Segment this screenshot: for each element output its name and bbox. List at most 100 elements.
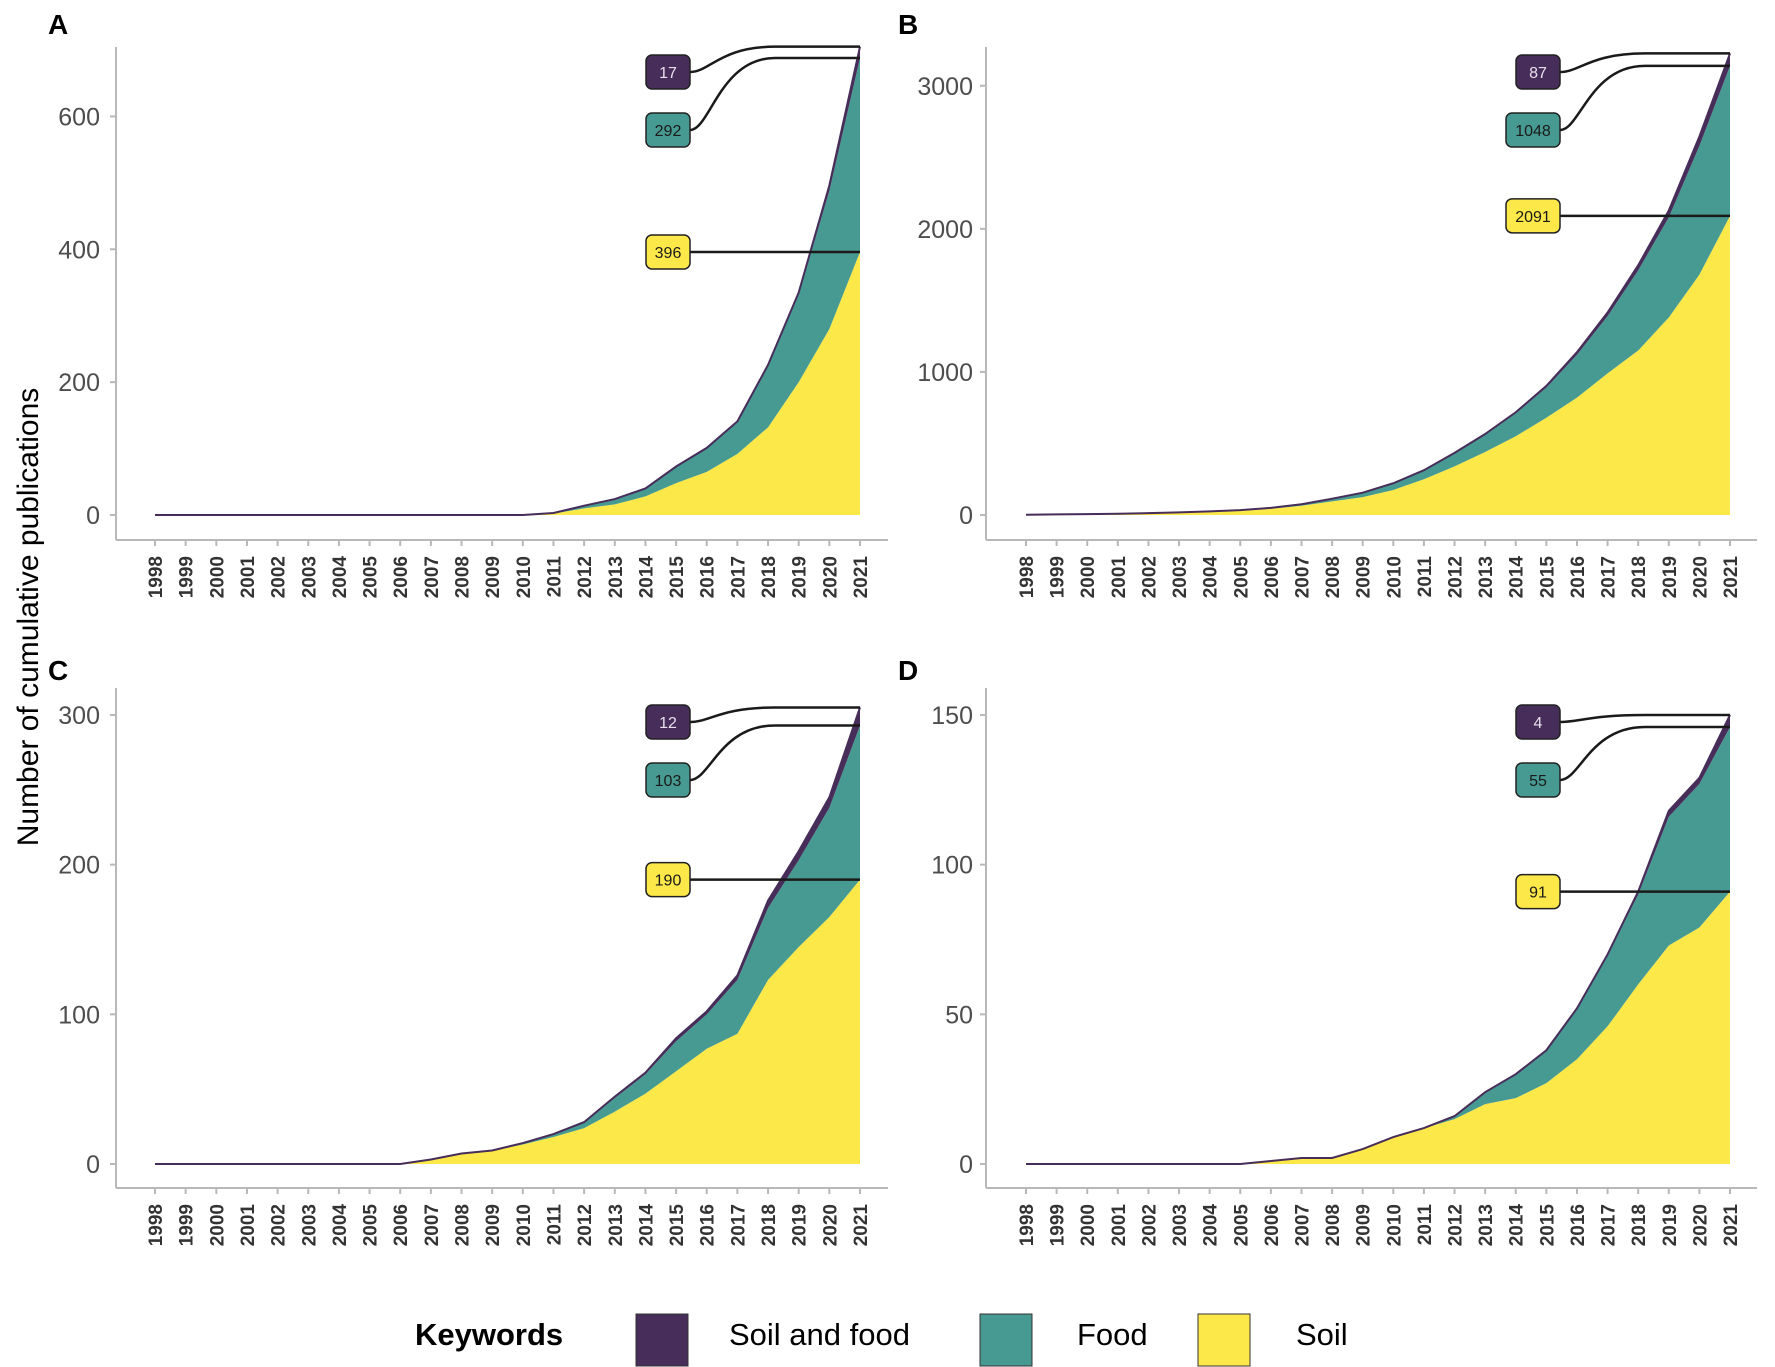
x-tick-label: 2018 [759, 556, 780, 598]
x-tick-label: 1999 [177, 1204, 198, 1246]
x-tick-label: 2001 [1109, 1204, 1130, 1247]
label-box-food [645, 762, 691, 798]
label-value-soil: 190 [655, 873, 682, 890]
x-tick-label: 2017 [728, 1204, 749, 1246]
x-tick-label: 2010 [514, 556, 535, 598]
label-box-soil [645, 861, 691, 898]
x-tick-label: 2011 [1415, 556, 1436, 598]
y-tick-label: 200 [58, 369, 100, 397]
x-tick-label: 2004 [1201, 556, 1222, 599]
x-tick-label: 2009 [483, 556, 504, 598]
legend-swatch-soil-and-food [635, 1313, 689, 1367]
label-box-soil-and-food [645, 54, 691, 90]
x-tick-label: 1998 [1017, 556, 1038, 598]
x-tick-label: 1998 [1017, 1204, 1038, 1246]
x-tick-label: 2003 [299, 1204, 320, 1246]
area-food [1026, 65, 1730, 515]
x-tick-label: 1999 [1048, 556, 1069, 598]
label-box-soil [1515, 873, 1561, 910]
x-tick-label: 2017 [1599, 1204, 1620, 1246]
x-tick-label: 2010 [1384, 556, 1405, 598]
label-value-soil-and-food: 87 [1529, 65, 1547, 82]
x-tick-label: 2000 [1078, 1204, 1099, 1246]
panel-label: C [48, 655, 68, 686]
x-tick-label: 2003 [1170, 1204, 1191, 1246]
x-tick-label: 2004 [330, 1204, 351, 1247]
x-tick-label: 2007 [422, 1204, 443, 1246]
y-tick-label: 300 [58, 702, 100, 730]
panel-b: B 0 1000 2000 3000 1998 1999 2000 2001 2002 2003 20… [898, 9, 1757, 598]
label-value-soil-and-food: 12 [659, 715, 677, 732]
x-tick-label: 2021 [1721, 1204, 1742, 1247]
legend-swatch-food [979, 1313, 1033, 1367]
x-tick-label: 2002 [269, 556, 290, 598]
x-tick-label: 2015 [1537, 556, 1558, 599]
x-tick-label: 2019 [1660, 556, 1681, 598]
leader-soil-and-food [1559, 52, 1730, 74]
y-tick-label: 400 [58, 236, 100, 264]
y-tick-label: 0 [959, 502, 973, 530]
leader-food [689, 724, 860, 782]
x-tick-label: 2006 [391, 556, 412, 598]
label-box-soil [1505, 198, 1561, 234]
x-tick-label: 2002 [269, 1204, 290, 1246]
panel-d: D 0 50 100 150 1998 1999 2000 2001 2002 2003 2004 20… [898, 655, 1757, 1246]
area-food [1026, 726, 1730, 1164]
label-value-soil: 2091 [1515, 209, 1551, 226]
x-tick-label: 1999 [177, 556, 198, 598]
x-tick-label: 2006 [391, 1204, 412, 1246]
x-tick-label: 2020 [1690, 556, 1711, 598]
x-tick-label: 2020 [820, 556, 841, 598]
x-tick-label: 2008 [453, 1204, 474, 1246]
x-tick-label: 2005 [1231, 556, 1252, 599]
x-tick-label: 2011 [1415, 1204, 1436, 1246]
label-value-food: 103 [655, 773, 682, 790]
x-tick-label: 2007 [1292, 1204, 1313, 1246]
x-tick-label: 2005 [361, 1204, 382, 1247]
panel-a: A 0 200 400 600 1998 1999 2000 2001 2002 2003 2004 2… [48, 9, 888, 598]
x-tick-label: 2014 [1507, 1204, 1528, 1247]
x-tick-label: 2018 [1629, 1204, 1650, 1246]
x-tick-label: 2016 [1568, 1204, 1589, 1246]
area-soil [155, 879, 860, 1164]
x-tick-label: 2018 [759, 1204, 780, 1246]
y-tick-label: 50 [945, 1001, 973, 1029]
x-tick-label: 2009 [1354, 556, 1375, 598]
label-box-soil-and-food [645, 704, 691, 740]
leader-soil-and-food [1559, 713, 1730, 724]
label-value-soil-and-food: 4 [1534, 715, 1543, 732]
x-tick-label: 2004 [1201, 1204, 1222, 1247]
label-value-food: 292 [655, 123, 682, 140]
area-soil [155, 251, 860, 515]
x-tick-label: 2007 [422, 556, 443, 598]
y-tick-label: 1000 [917, 359, 973, 387]
x-tick-label: 2011 [544, 1204, 565, 1246]
x-tick-label: 2004 [330, 556, 351, 599]
y-tick-label: 150 [931, 702, 973, 730]
x-tick-label: 2008 [453, 556, 474, 598]
x-tick-label: 2016 [1568, 556, 1589, 598]
x-tick-label: 1999 [1048, 1204, 1069, 1246]
x-tick-label: 2015 [667, 1204, 688, 1247]
x-tick-label: 2012 [1446, 1204, 1467, 1246]
x-tick-label: 2011 [544, 556, 565, 598]
leader-food [1559, 725, 1730, 782]
x-tick-label: 2005 [361, 556, 382, 599]
x-tick-label: 2002 [1139, 1204, 1160, 1246]
x-tick-label: 2012 [1446, 556, 1467, 598]
x-tick-label: 2017 [1599, 556, 1620, 598]
x-tick-label: 2003 [299, 556, 320, 598]
legend-swatch-soil [1197, 1313, 1251, 1367]
x-tick-label: 2016 [698, 556, 719, 598]
x-tick-label: 2012 [575, 1204, 596, 1246]
x-tick-label: 2020 [820, 1204, 841, 1246]
label-value-food: 55 [1529, 773, 1547, 790]
label-value-soil: 91 [1529, 885, 1547, 902]
y-tick-label: 600 [58, 103, 100, 131]
y-tick-label: 200 [58, 852, 100, 880]
x-tick-label: 2019 [1660, 1204, 1681, 1246]
area-soil [1026, 891, 1730, 1164]
x-tick-label: 2000 [207, 556, 228, 598]
x-tick-label: 2012 [575, 556, 596, 598]
y-axis-label: Number of cumulative publications [12, 388, 45, 847]
